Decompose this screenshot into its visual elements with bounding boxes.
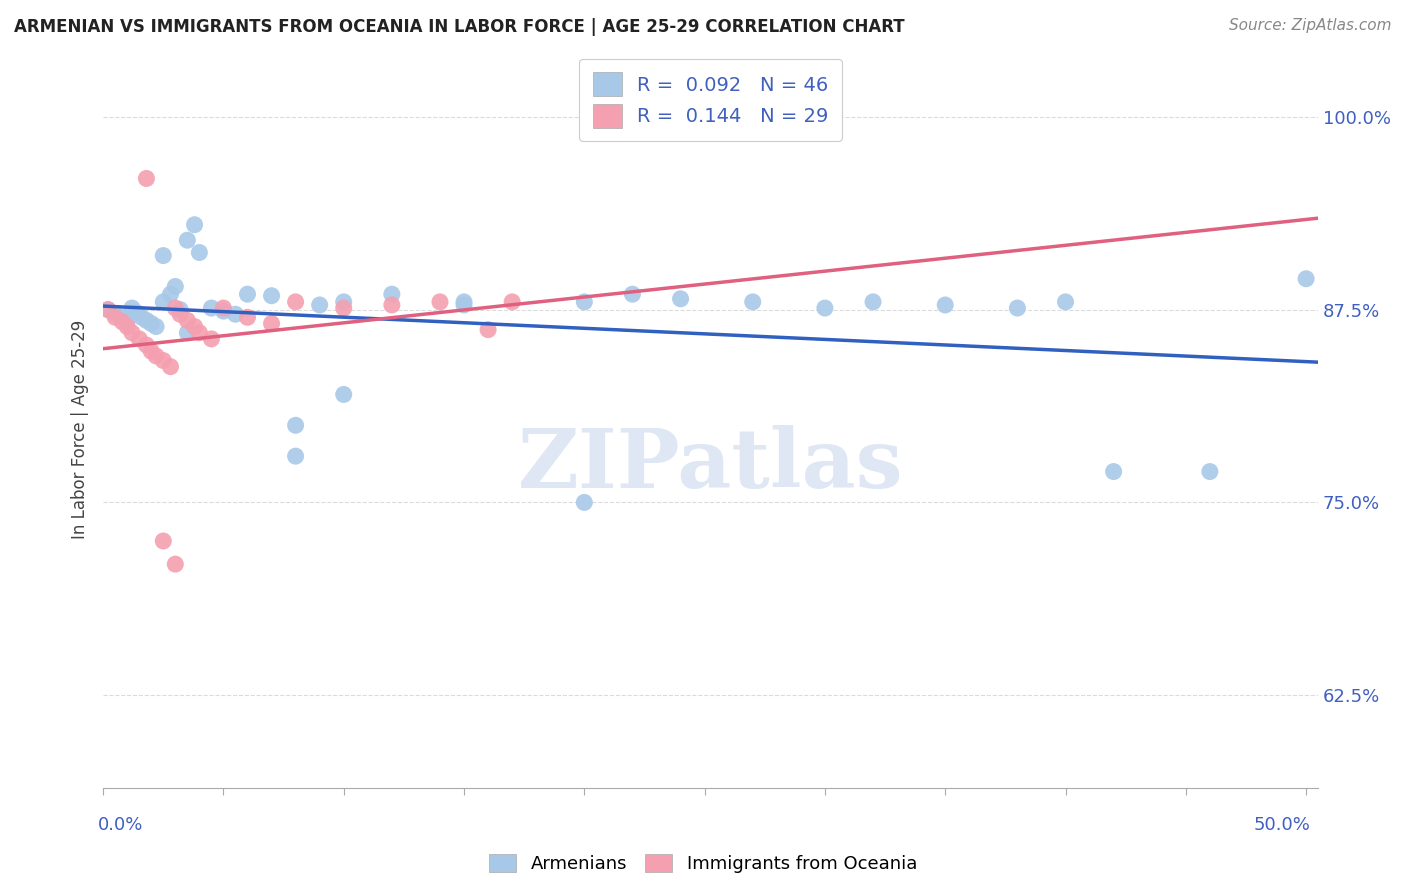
Point	[284, 418, 307, 433]
Point	[131, 310, 153, 325]
Legend: R =  0.092   N = 46, R =  0.144   N = 29: R = 0.092 N = 46, R = 0.144 N = 29	[579, 59, 842, 141]
Point	[121, 326, 143, 340]
Point	[176, 313, 198, 327]
Point	[574, 294, 596, 309]
Y-axis label: In Labor Force | Age 25-29: In Labor Force | Age 25-29	[72, 319, 89, 539]
Point	[1054, 294, 1077, 309]
Point	[169, 302, 191, 317]
Point	[332, 294, 354, 309]
Point	[176, 326, 198, 340]
Point	[224, 307, 246, 321]
Point	[135, 313, 157, 327]
Point	[862, 294, 884, 309]
Point	[1102, 465, 1125, 479]
Text: 50.0%: 50.0%	[1254, 815, 1310, 834]
Point	[574, 495, 596, 509]
Point	[1295, 271, 1317, 285]
Point	[308, 298, 330, 312]
Point	[284, 449, 307, 463]
Point	[165, 279, 187, 293]
Point	[453, 294, 475, 309]
Point	[97, 302, 120, 317]
Point	[159, 359, 181, 374]
Point	[236, 287, 259, 301]
Point	[125, 306, 148, 320]
Point	[183, 218, 205, 232]
Point	[200, 301, 222, 315]
Point	[145, 349, 167, 363]
Text: ZIPatlas: ZIPatlas	[517, 425, 904, 505]
Text: 0.0%: 0.0%	[98, 815, 143, 834]
Point	[260, 317, 283, 331]
Point	[200, 332, 222, 346]
Legend: Armenians, Immigrants from Oceania: Armenians, Immigrants from Oceania	[484, 848, 922, 879]
Text: Source: ZipAtlas.com: Source: ZipAtlas.com	[1229, 18, 1392, 33]
Point	[1199, 465, 1222, 479]
Point	[621, 287, 644, 301]
Point	[111, 315, 134, 329]
Point	[212, 304, 235, 318]
Point	[381, 298, 404, 312]
Point	[501, 294, 523, 309]
Point	[934, 298, 956, 312]
Point	[97, 302, 120, 317]
Point	[165, 557, 187, 571]
Point	[141, 317, 163, 331]
Point	[183, 319, 205, 334]
Point	[169, 307, 191, 321]
Point	[453, 298, 475, 312]
Point	[176, 233, 198, 247]
Point	[152, 353, 174, 368]
Point	[145, 319, 167, 334]
Point	[1007, 301, 1029, 315]
Point	[814, 301, 837, 315]
Point	[284, 294, 307, 309]
Point	[152, 533, 174, 548]
Point	[128, 332, 150, 346]
Point	[115, 313, 138, 327]
Point	[260, 289, 283, 303]
Point	[165, 301, 187, 315]
Point	[159, 287, 181, 301]
Point	[121, 301, 143, 315]
Point	[152, 249, 174, 263]
Point	[212, 301, 235, 315]
Point	[188, 326, 211, 340]
Point	[135, 171, 157, 186]
Point	[104, 310, 127, 325]
Point	[141, 344, 163, 359]
Point	[236, 310, 259, 325]
Point	[477, 323, 499, 337]
Point	[135, 338, 157, 352]
Point	[111, 310, 134, 325]
Point	[115, 319, 138, 334]
Point	[332, 301, 354, 315]
Point	[741, 294, 763, 309]
Text: ARMENIAN VS IMMIGRANTS FROM OCEANIA IN LABOR FORCE | AGE 25-29 CORRELATION CHART: ARMENIAN VS IMMIGRANTS FROM OCEANIA IN L…	[14, 18, 904, 36]
Point	[381, 287, 404, 301]
Point	[429, 294, 451, 309]
Point	[188, 245, 211, 260]
Point	[332, 387, 354, 401]
Point	[104, 307, 127, 321]
Point	[152, 294, 174, 309]
Point	[669, 292, 692, 306]
